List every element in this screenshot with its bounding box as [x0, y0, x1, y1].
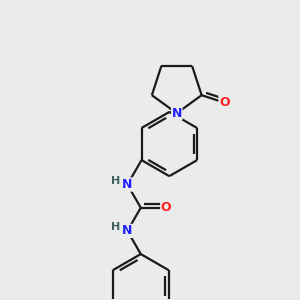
- Text: H: H: [112, 176, 121, 186]
- Text: N: N: [172, 107, 182, 120]
- Text: H: H: [112, 222, 121, 232]
- Text: N: N: [122, 178, 133, 191]
- Text: N: N: [122, 224, 133, 237]
- Text: O: O: [219, 96, 230, 109]
- Text: O: O: [161, 201, 171, 214]
